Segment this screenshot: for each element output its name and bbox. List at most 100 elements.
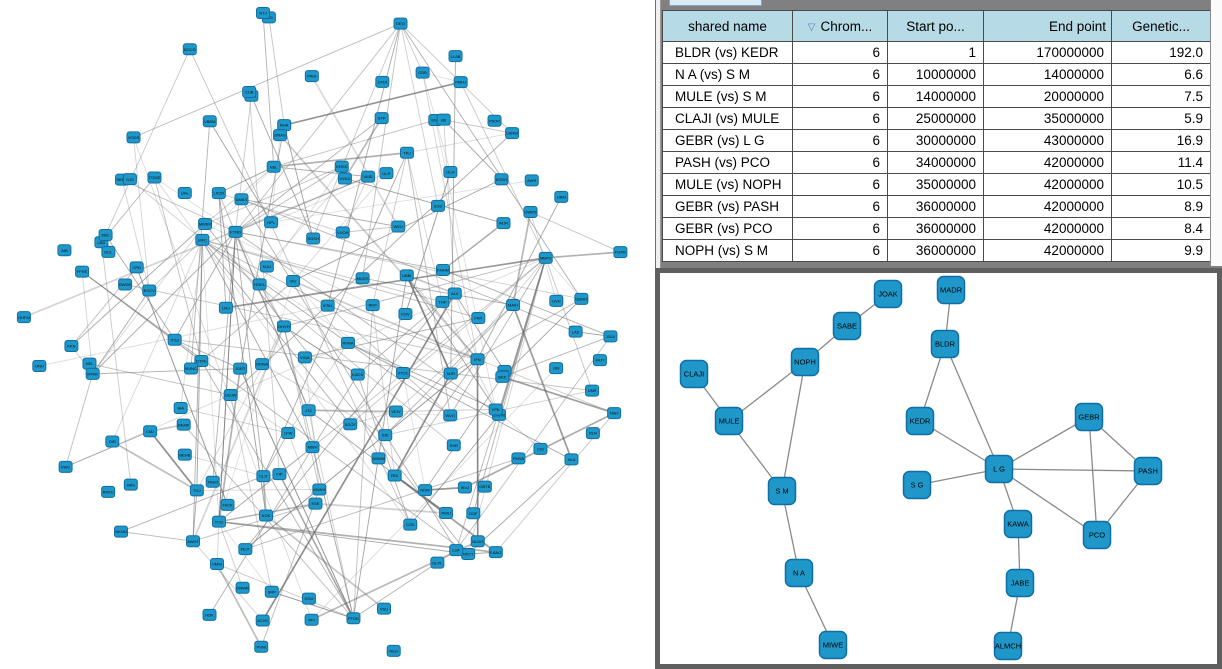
hairball-node[interactable]: HGKL	[252, 278, 267, 291]
hairball-node[interactable]: KHGK	[334, 160, 349, 173]
network-edge-LG-PASH[interactable]	[998, 468, 1149, 472]
hairball-node[interactable]: RLN	[585, 427, 600, 440]
hairball-node[interactable]: UMD	[361, 170, 376, 183]
network-node-JOAK[interactable]: JOAK	[873, 279, 903, 309]
hairball-node[interactable]: CUB	[242, 85, 257, 98]
hairball-node[interactable]: FEJT	[238, 543, 253, 556]
hairball-node[interactable]: VSU	[377, 602, 392, 615]
hairball-node[interactable]: NKNN	[114, 525, 129, 538]
hairball-node[interactable]: WVG	[443, 409, 458, 422]
hairball-node[interactable]: NWJ	[607, 407, 622, 420]
hairball-node[interactable]: HOK	[202, 608, 217, 621]
table-panel-tab[interactable]	[669, 0, 762, 6]
hairball-node[interactable]: MTAK	[85, 367, 100, 380]
hairball-node[interactable]: VUOH	[335, 226, 350, 239]
hairball-node[interactable]: DTFE	[194, 355, 209, 368]
hairball-node[interactable]: RWU	[439, 507, 454, 520]
hairball-node[interactable]: VPE	[488, 403, 503, 416]
hairball-node[interactable]: IPSU	[320, 299, 335, 312]
network-edge-NOPH-SM[interactable]	[781, 361, 806, 492]
hairball-node[interactable]: AWR	[524, 174, 539, 187]
hairball-node[interactable]: PSOP	[487, 114, 502, 127]
hairball-node[interactable]: ACVK	[255, 614, 270, 627]
hairball-node[interactable]: DGU	[301, 592, 316, 605]
hairball-node[interactable]: MJR	[443, 367, 458, 380]
table-scrollbar[interactable]	[1210, 0, 1222, 266]
hairball-node[interactable]: LAD	[568, 325, 583, 338]
hairball-node[interactable]: SVR	[446, 439, 461, 452]
table-row[interactable]: PASH (vs) PCO 6 34000000 42000000 11.4	[662, 151, 1211, 174]
column-header-start-position[interactable]: Start po...	[887, 10, 984, 42]
hairball-node[interactable]: ULR	[379, 167, 394, 180]
hairball-node[interactable]: UIFC	[195, 233, 210, 246]
hairball-node[interactable]: PMVA	[511, 452, 526, 465]
panel-splitter[interactable]	[655, 0, 661, 268]
hairball-node[interactable]: DCL	[101, 245, 116, 258]
hairball-node[interactable]: FFRE	[75, 265, 90, 278]
network-node-NA[interactable]: N A	[784, 558, 814, 588]
hairball-node[interactable]: BWDE	[118, 278, 133, 291]
hairball-node[interactable]: JTC	[301, 404, 316, 417]
table-row[interactable]: BLDR (vs) KEDR 6 1 170000000 192.0	[662, 41, 1211, 64]
hairball-node[interactable]: OLH	[443, 165, 458, 178]
hairball-node[interactable]: FMHM	[436, 263, 451, 276]
hairball-node[interactable]: BII	[436, 113, 451, 126]
network-node-KAWA[interactable]: KAWA	[1003, 509, 1033, 539]
hairball-node[interactable]: UNR	[585, 384, 600, 397]
hairball-node[interactable]: RDI	[387, 469, 402, 482]
hairball-node[interactable]: MWBV	[198, 218, 213, 231]
hairball-node[interactable]: FKR	[471, 312, 486, 325]
hairball-node[interactable]: UHL	[177, 187, 192, 200]
table-row[interactable]: GEBR (vs) PASH 6 36000000 42000000 8.9	[662, 195, 1211, 218]
hairball-node[interactable]: KBC	[98, 228, 113, 241]
hairball-node[interactable]: KGDG	[494, 173, 509, 186]
hairball-node[interactable]: VMW	[210, 557, 225, 570]
hairball-node[interactable]: ONWR	[235, 581, 250, 594]
hairball-node[interactable]: RKP	[365, 299, 380, 312]
hairball-node[interactable]: SRP	[264, 585, 279, 598]
column-header-genetic-distance[interactable]: Genetic...	[1111, 10, 1211, 42]
hairball-node[interactable]: UGJW	[223, 389, 238, 402]
hairball-node[interactable]: TGJ	[189, 484, 204, 497]
hairball-node[interactable]: KOV	[398, 308, 413, 321]
network-edge-LG-PCO[interactable]	[998, 468, 1098, 536]
hairball-node[interactable]: HLA	[564, 453, 579, 466]
hairball-node[interactable]: TNEO	[205, 475, 220, 488]
hairball-node[interactable]: GBWM	[371, 452, 386, 465]
table-row[interactable]: MULE (vs) NOPH 6 35000000 42000000 10.5	[662, 173, 1211, 196]
table-row[interactable]: GEBR (vs) PCO 6 36000000 42000000 8.4	[662, 217, 1211, 240]
hairball-node[interactable]: GHFM	[16, 311, 31, 324]
hairball-node[interactable]: MVNC	[184, 362, 199, 375]
hairball-node[interactable]: LKCR	[211, 187, 226, 200]
hairball-node[interactable]: RKKU	[101, 485, 116, 498]
hairball-node[interactable]: IKVJ	[457, 481, 472, 494]
hairball-node[interactable]: VIU	[286, 275, 301, 288]
hairball-network-canvas[interactable]: RVNA VIGA IPSU KACS DHVH RKP JTC VIU VTOC ORWA MUG…	[0, 0, 655, 669]
network-edge-GEBR-PCO[interactable]	[1088, 416, 1098, 536]
hairball-node[interactable]: UBBI	[399, 269, 414, 282]
hairball-node[interactable]: NDW	[418, 484, 433, 497]
hairball-node[interactable]: TCG	[211, 515, 226, 528]
hairball-node[interactable]: MBPU	[538, 251, 553, 264]
hairball-node[interactable]: SGOF	[343, 418, 358, 431]
hairball-node[interactable]: MAIH	[506, 298, 521, 311]
hairball-node[interactable]: VVUU	[337, 172, 352, 185]
table-row[interactable]: MULE (vs) S M 6 14000000 20000000 7.5	[662, 85, 1211, 108]
hairball-node[interactable]: TACK	[220, 498, 235, 511]
network-node-JABE[interactable]: JABE	[1005, 568, 1035, 598]
hairball-node[interactable]: TRJ	[399, 146, 414, 159]
column-header-chromosome[interactable]: ▽ Chrom...	[792, 10, 888, 42]
hairball-node[interactable]: OBTB	[477, 480, 492, 493]
hairball-node[interactable]: NFCT	[461, 547, 476, 560]
network-node-ALMCH[interactable]: ALMCH	[993, 631, 1023, 661]
hairball-node[interactable]: REG	[386, 644, 401, 657]
hairball-node[interactable]: IFN	[470, 353, 485, 366]
hairball-node[interactable]: BEHB	[177, 448, 192, 461]
hairball-node[interactable]: LGF	[449, 544, 464, 557]
hairball-node[interactable]: ALV	[447, 287, 462, 300]
hairball-node[interactable]: UAJ	[218, 301, 233, 314]
network-node-NOPH[interactable]: NOPH	[790, 347, 820, 377]
hairball-node[interactable]: BEMF	[176, 418, 191, 431]
hairball-node[interactable]: FFOD	[346, 612, 361, 625]
hairball-node[interactable]: KUU	[259, 260, 274, 273]
